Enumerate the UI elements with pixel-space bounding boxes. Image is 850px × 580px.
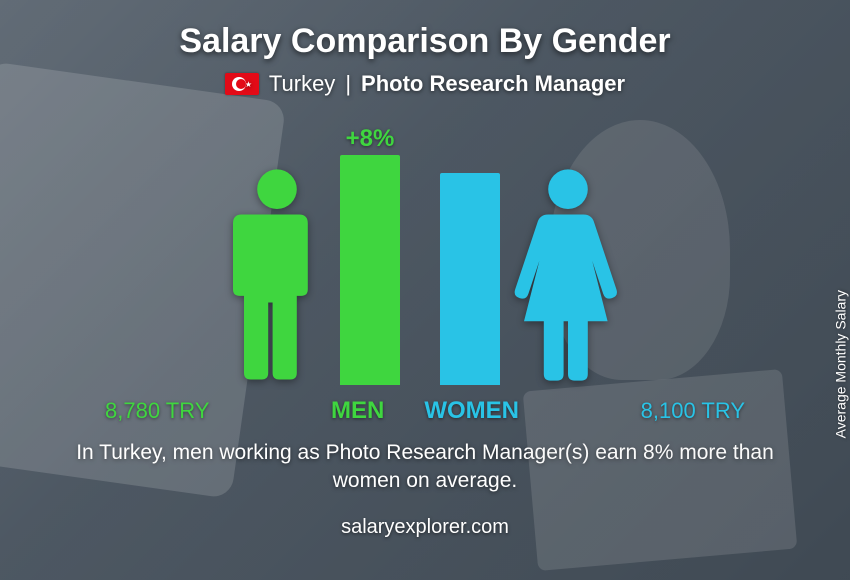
women-value: 8,100 TRY: [641, 398, 745, 424]
subtitle-separator: |: [345, 71, 351, 97]
subtitle-role: Photo Research Manager: [361, 71, 625, 97]
chart: +8% 8,780 TRY MEN WOMEN 8,100 TRY: [0, 115, 850, 425]
men-pictogram: [222, 165, 332, 385]
men-value: 8,780 TRY: [105, 398, 209, 424]
diff-label: +8%: [346, 125, 395, 153]
subtitle-country: Turkey: [269, 71, 335, 97]
female-icon: [508, 165, 628, 385]
women-bar: [440, 173, 500, 385]
flag-icon: ★: [225, 73, 259, 95]
page-title: Salary Comparison By Gender: [0, 0, 850, 61]
women-label: WOMEN: [424, 397, 519, 425]
men-bar: +8%: [340, 155, 400, 385]
women-pictogram: [508, 165, 628, 385]
chart-labels: 8,780 TRY MEN WOMEN 8,100 TRY: [105, 397, 745, 425]
men-label: MEN: [331, 397, 384, 425]
male-icon: [222, 165, 332, 385]
y-axis-label: Average Monthly Salary: [832, 290, 848, 438]
